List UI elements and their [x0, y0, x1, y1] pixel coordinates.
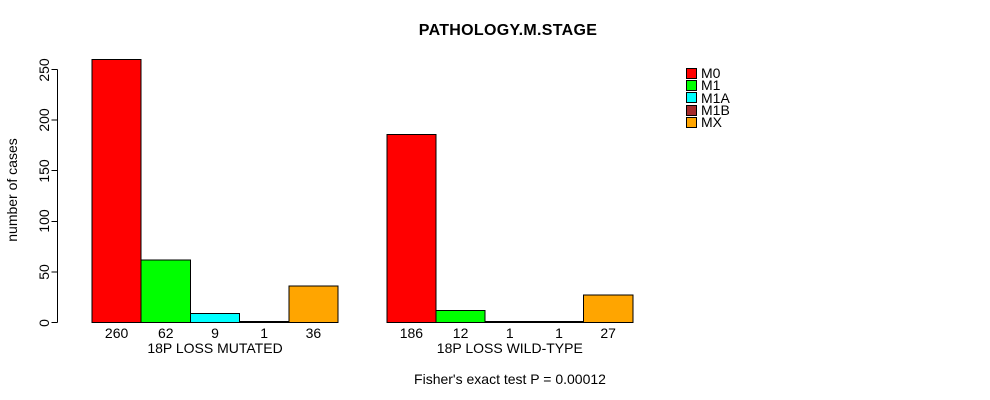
bar-MX — [583, 294, 634, 323]
bar-M1 — [140, 259, 191, 324]
bar-value-label: 260 — [104, 324, 129, 341]
y-tick-label: 100 — [36, 209, 52, 233]
legend-label: M1A — [701, 89, 730, 106]
bar-value-label: 1 — [505, 324, 514, 341]
legend-swatch-M1 — [686, 79, 697, 91]
legend: M0 M1 M1A M1B MX — [686, 65, 730, 131]
bar-value-label: 1 — [260, 324, 269, 341]
bar-value-label: 1 — [555, 324, 563, 341]
legend-label: M1 — [701, 77, 721, 94]
bar-M1A — [484, 320, 535, 324]
bar-value-label: 36 — [305, 324, 322, 341]
legend-row: M1B — [686, 102, 730, 119]
bar-MX — [288, 285, 339, 323]
bar-value-label: 62 — [158, 324, 174, 341]
y-tick-label: 150 — [36, 159, 52, 183]
bar-value-label: 186 — [399, 324, 424, 341]
y-axis-label: number of cases — [4, 138, 20, 242]
y-tick-label: 250 — [36, 57, 52, 82]
chart-title: PATHOLOGY.M.STAGE — [418, 22, 598, 39]
bar-M0 — [91, 58, 142, 323]
legend-swatch-M1B — [686, 104, 697, 116]
y-tick-label: 50 — [36, 264, 52, 280]
bar-M1B — [239, 320, 290, 324]
bar-value-label: 12 — [452, 324, 469, 341]
legend-label: MX — [701, 114, 722, 131]
bar-value-label: 27 — [600, 324, 616, 341]
legend-row: M1 — [686, 77, 730, 94]
y-tick-label: 0 — [36, 318, 52, 327]
legend-label: M1B — [701, 102, 730, 119]
legend-row: M0 — [686, 65, 730, 82]
legend-label: M0 — [701, 65, 721, 82]
group-label: 18P LOSS WILD-TYPE — [436, 339, 583, 356]
group-label: 18P LOSS MUTATED — [147, 339, 283, 356]
bar-M1B — [533, 320, 585, 324]
legend-swatch-M1A — [686, 92, 697, 104]
legend-swatch-MX — [686, 116, 697, 128]
legend-swatch-M0 — [686, 67, 697, 79]
bar-value-label: 9 — [211, 324, 219, 341]
legend-row: M1A — [686, 89, 730, 106]
bar-M1 — [435, 309, 486, 323]
bar-M0 — [386, 133, 437, 323]
legend-row: MX — [686, 114, 730, 131]
fisher-test-annotation: Fisher's exact test P = 0.00012 — [414, 371, 606, 387]
y-tick-label: 200 — [36, 108, 52, 132]
bar-M1A — [189, 312, 241, 323]
